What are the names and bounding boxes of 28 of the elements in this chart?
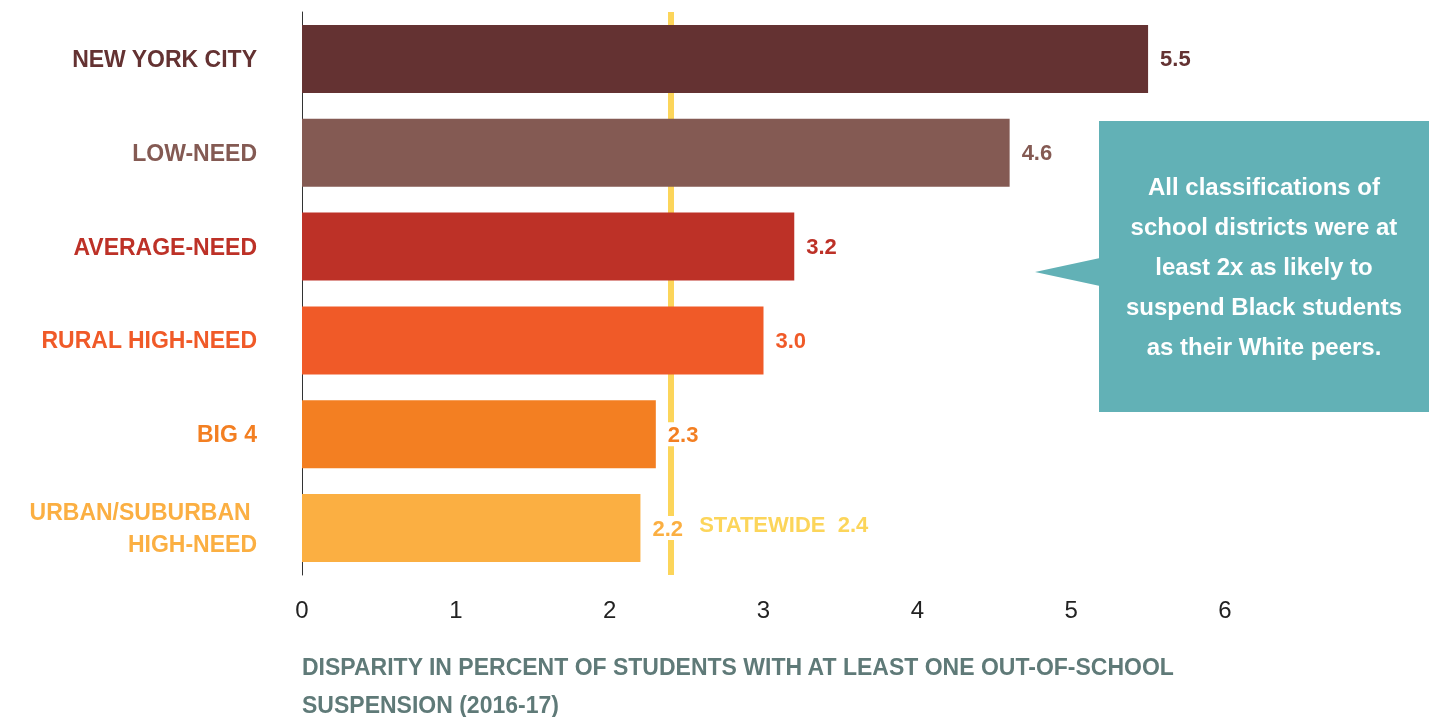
y-tick-label: RURAL HIGH-NEED bbox=[41, 327, 257, 354]
y-tick-label: AVERAGE-NEED bbox=[73, 233, 257, 260]
bar bbox=[302, 24, 1149, 93]
y-tick-label: LOW-NEED bbox=[132, 139, 257, 166]
data-label: 4.6 bbox=[1021, 140, 1053, 166]
x-tick-label: 3 bbox=[756, 595, 771, 623]
x-tick-label: 6 bbox=[1218, 595, 1232, 623]
x-axis-title: DISPARITY IN PERCENT OF STUDENTS WITH AT LEAST ONE OUT-OF-SCHOOL SUSPENSION (2016-17) bbox=[302, 653, 1175, 717]
data-label: 3.2 bbox=[806, 234, 837, 260]
bar bbox=[302, 306, 764, 375]
x-tick-label: 0 bbox=[295, 595, 309, 623]
x-tick-label: 4 bbox=[910, 595, 925, 623]
x-tick-label: 2 bbox=[602, 595, 617, 623]
y-tick-label: NEW YORK CITY bbox=[72, 45, 257, 72]
data-label: 2.3 bbox=[667, 421, 699, 447]
x-tick-label: 5 bbox=[1064, 595, 1078, 623]
data-label: 3.0 bbox=[775, 327, 807, 353]
data-label: 2.2 bbox=[652, 515, 684, 541]
y-tick-label: BIG 4 bbox=[196, 421, 258, 448]
x-tick-label: 1 bbox=[449, 595, 463, 623]
ref-line-label: STATEWIDE 2.4 bbox=[699, 512, 869, 539]
bar bbox=[302, 118, 1010, 187]
bar bbox=[302, 400, 656, 469]
data-label: 5.5 bbox=[1160, 46, 1191, 72]
annotation: All classifications of school districts were at least 2x as likely to suspend Black students as their White peers. bbox=[1124, 171, 1404, 362]
y-tick-label: URBAN/SUBURBAN HIGH-NEED bbox=[29, 499, 257, 558]
bar bbox=[302, 494, 641, 563]
bar bbox=[302, 212, 795, 281]
